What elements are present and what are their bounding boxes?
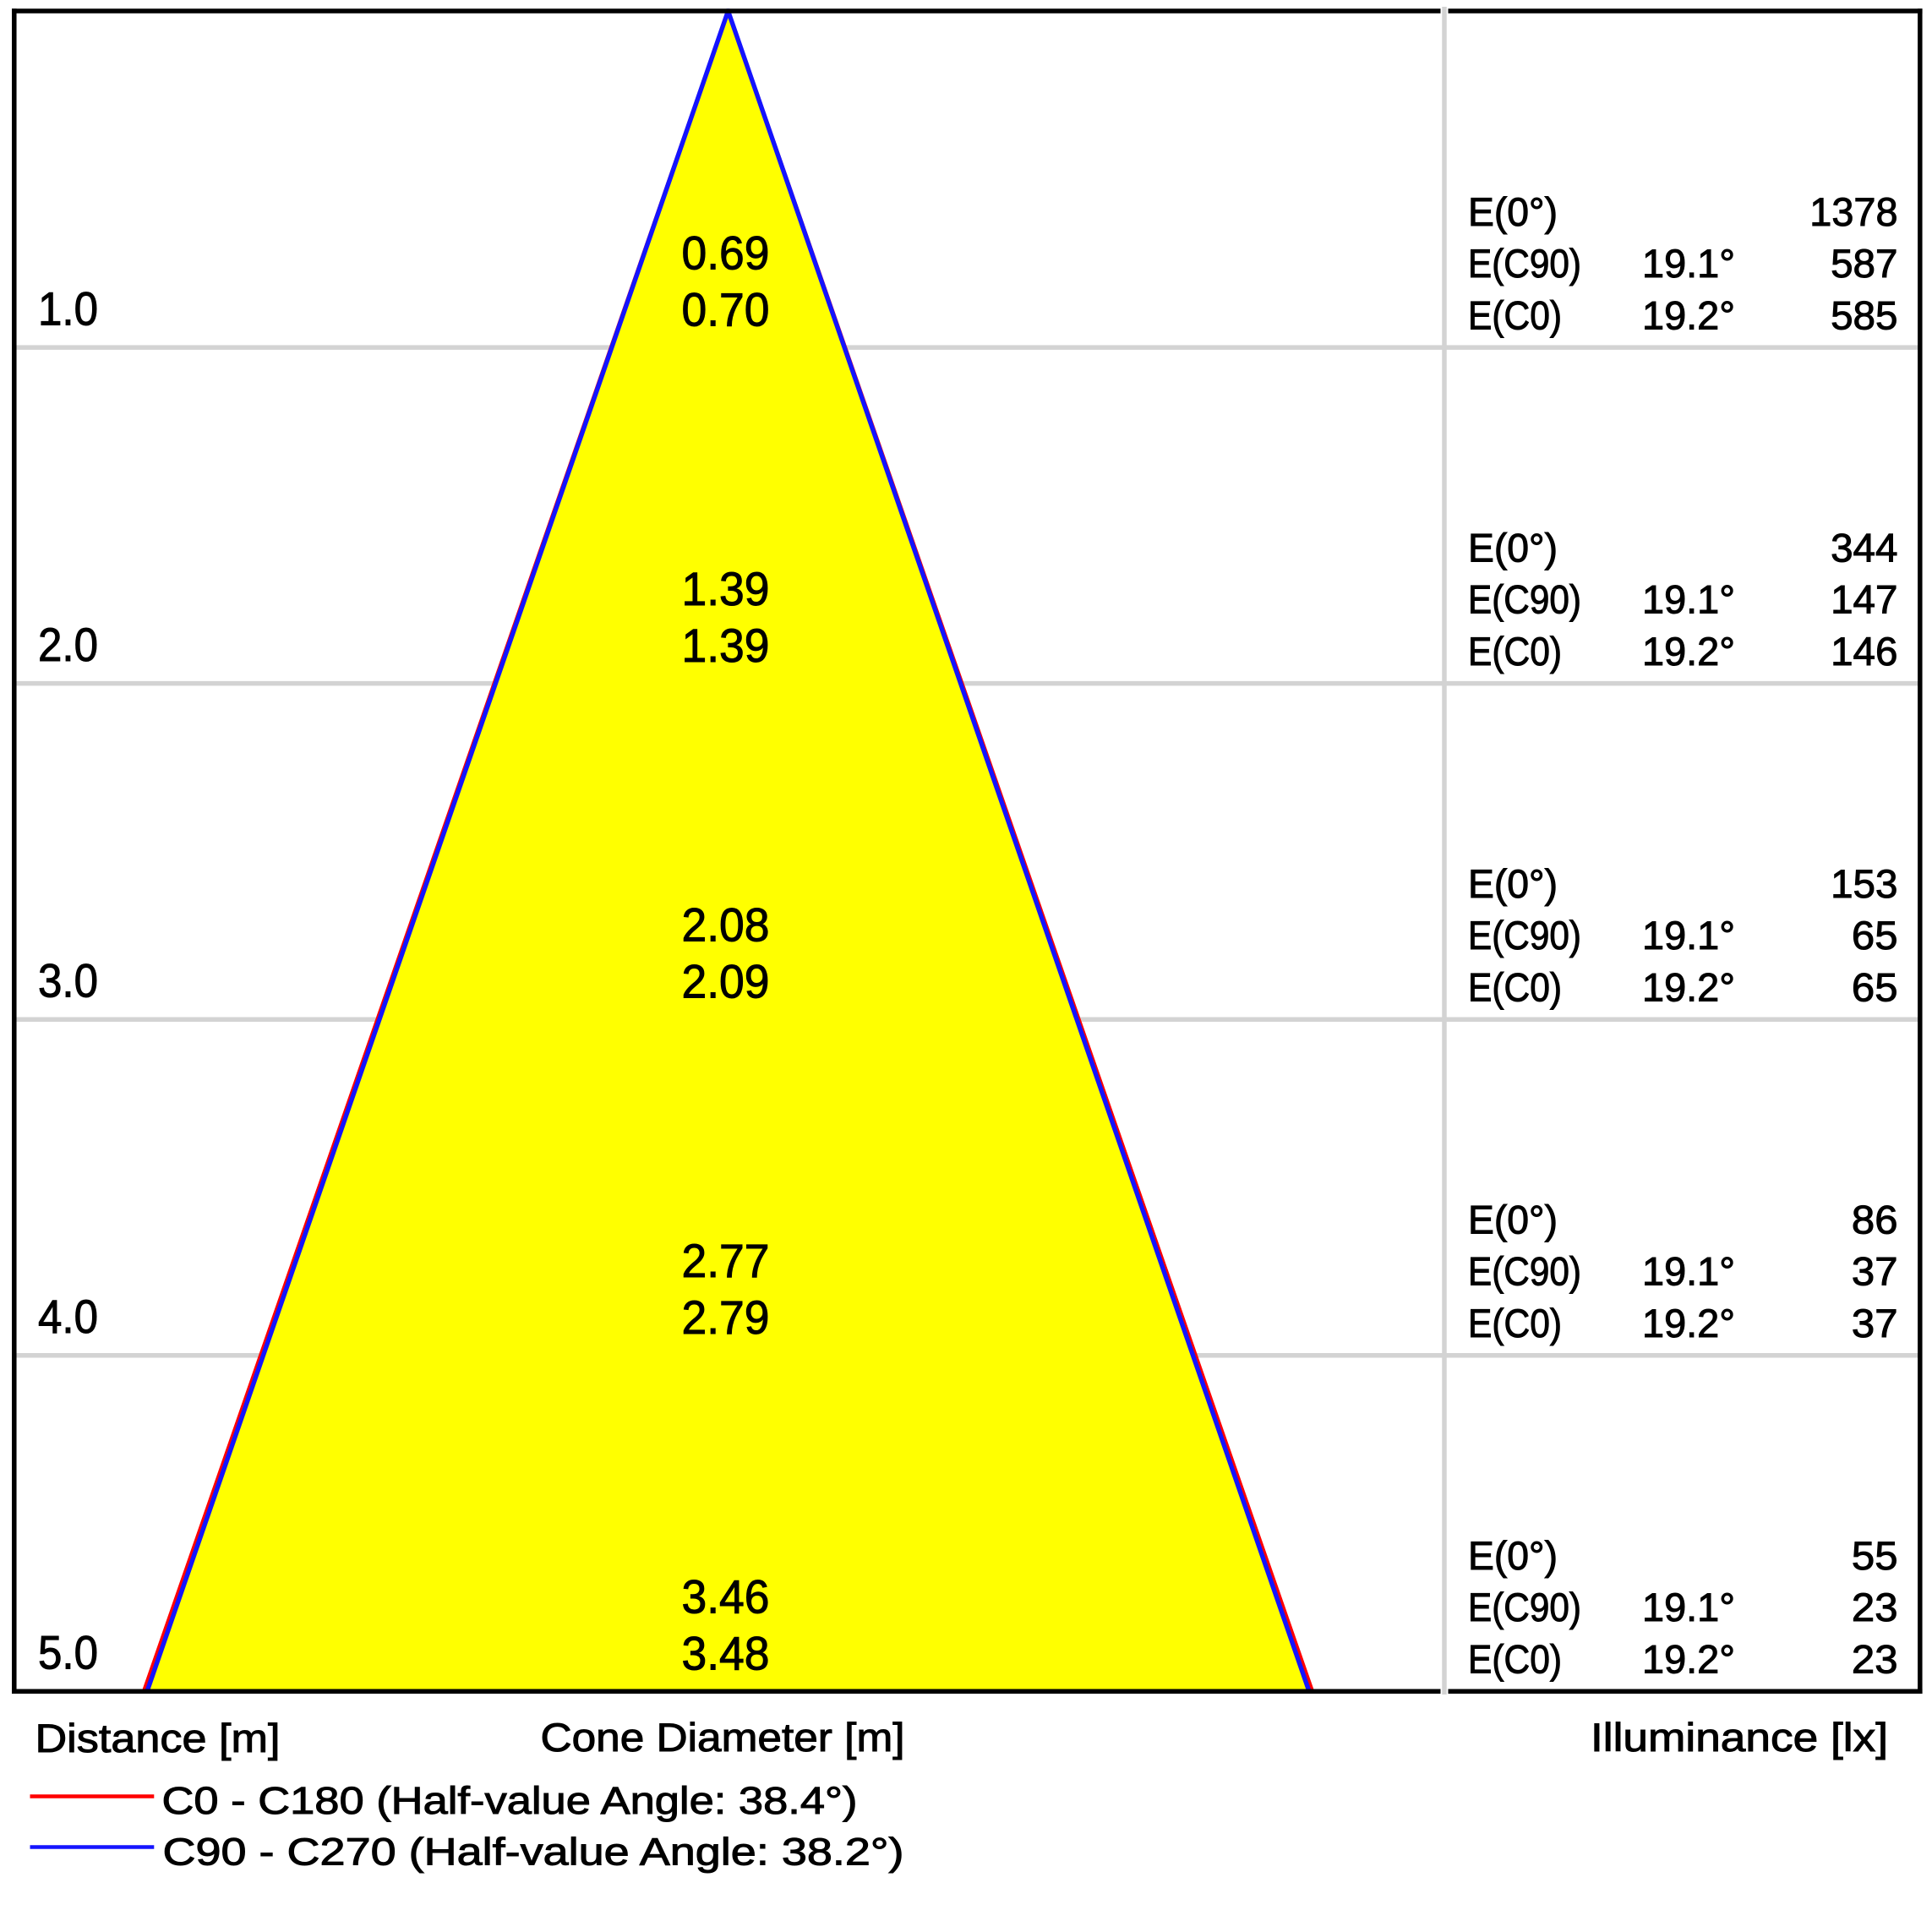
svg-text:19.1°: 19.1° (1642, 1585, 1735, 1629)
svg-text:0.69: 0.69 (682, 226, 770, 279)
svg-text:37: 37 (1852, 1249, 1898, 1294)
svg-text:1378: 1378 (1809, 189, 1897, 234)
svg-text:55: 55 (1852, 1533, 1898, 1578)
svg-text:5.0: 5.0 (38, 1625, 98, 1678)
svg-text:2.77: 2.77 (682, 1234, 770, 1287)
svg-text:86: 86 (1852, 1198, 1898, 1242)
svg-text:1.39: 1.39 (682, 562, 770, 615)
svg-text:Cone Diameter [m]: Cone Diameter [m] (541, 1715, 905, 1760)
svg-text:23: 23 (1852, 1585, 1898, 1629)
svg-text:1.39: 1.39 (682, 619, 770, 672)
svg-text:19.1°: 19.1° (1642, 577, 1735, 622)
svg-text:19.2°: 19.2° (1642, 629, 1735, 674)
svg-text:19.2°: 19.2° (1642, 1637, 1735, 1682)
svg-text:E(C0): E(C0) (1468, 293, 1562, 338)
svg-text:Illuminance [lx]: Illuminance [lx] (1591, 1715, 1888, 1760)
svg-text:37: 37 (1852, 1301, 1898, 1345)
svg-text:147: 147 (1831, 577, 1897, 622)
svg-text:Distance [m]: Distance [m] (35, 1716, 281, 1760)
svg-text:65: 65 (1852, 965, 1898, 1010)
svg-text:E(0°): E(0°) (1468, 526, 1558, 570)
svg-text:585: 585 (1831, 293, 1897, 338)
svg-text:19.1°: 19.1° (1642, 241, 1735, 286)
svg-text:587: 587 (1831, 241, 1897, 286)
svg-text:E(C90): E(C90) (1468, 1585, 1581, 1629)
svg-text:3.46: 3.46 (682, 1569, 770, 1623)
svg-text:19.1°: 19.1° (1642, 1249, 1735, 1294)
svg-text:E(C0): E(C0) (1468, 629, 1562, 674)
svg-text:2.08: 2.08 (682, 898, 770, 951)
svg-text:E(0°): E(0°) (1468, 189, 1558, 234)
svg-text:E(C0): E(C0) (1468, 1637, 1562, 1682)
svg-text:65: 65 (1852, 913, 1898, 958)
svg-text:344: 344 (1831, 526, 1897, 570)
svg-text:E(0°): E(0°) (1468, 1198, 1558, 1242)
svg-text:19.1°: 19.1° (1642, 913, 1735, 958)
svg-text:1.0: 1.0 (38, 281, 98, 335)
svg-text:E(C90): E(C90) (1468, 913, 1581, 958)
svg-text:23: 23 (1852, 1637, 1898, 1682)
svg-text:19.2°: 19.2° (1642, 293, 1735, 338)
svg-text:2.09: 2.09 (682, 955, 770, 1008)
svg-text:2.0: 2.0 (38, 618, 98, 671)
svg-text:146: 146 (1831, 629, 1897, 674)
svg-text:E(0°): E(0°) (1468, 1533, 1558, 1578)
svg-text:E(C0): E(C0) (1468, 1301, 1562, 1345)
svg-text:0.70: 0.70 (682, 282, 770, 336)
svg-text:3.48: 3.48 (682, 1627, 770, 1680)
svg-text:E(C90): E(C90) (1468, 241, 1581, 286)
svg-text:E(C0): E(C0) (1468, 965, 1562, 1010)
svg-text:3.0: 3.0 (38, 953, 98, 1007)
svg-text:153: 153 (1831, 861, 1897, 906)
svg-text:C90 - C270 (Half-value Angle:: C90 - C270 (Half-value Angle: 38.2°) (163, 1831, 904, 1874)
svg-text:2.79: 2.79 (682, 1291, 770, 1344)
svg-text:19.2°: 19.2° (1642, 1301, 1735, 1345)
svg-text:E(C90): E(C90) (1468, 577, 1581, 622)
svg-text:4.0: 4.0 (38, 1290, 98, 1343)
svg-text:E(0°): E(0°) (1468, 861, 1558, 906)
svg-text:C0 - C180 (Half-value Angle: 3: C0 - C180 (Half-value Angle: 38.4°) (162, 1779, 858, 1822)
svg-text:19.2°: 19.2° (1642, 965, 1735, 1010)
svg-text:E(C90): E(C90) (1468, 1249, 1581, 1294)
